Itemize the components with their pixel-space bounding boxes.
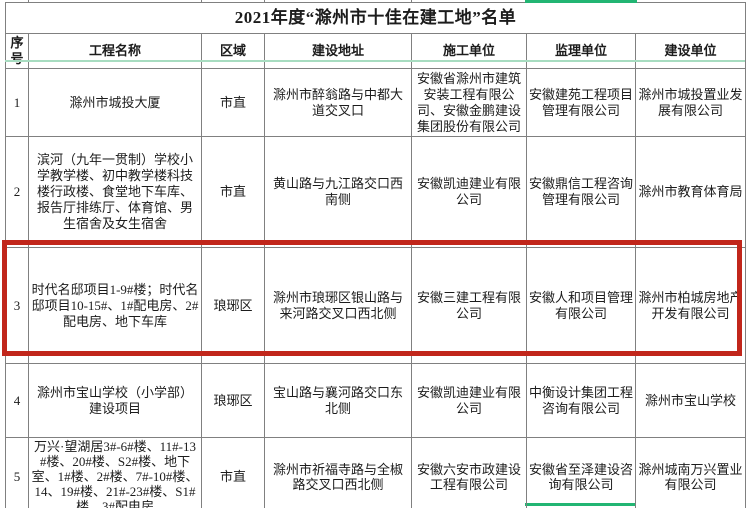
column-header-builder: 施工单位	[411, 33, 527, 69]
construction-address: 滁州市祈福寺路与全椒路交叉口西北侧	[264, 437, 412, 508]
table-title-row: 2021年度“滁州市十佳在建工地”名单	[4, 2, 747, 34]
district: 琅琊区	[201, 247, 265, 364]
construction-address: 宝山路与襄河路交口东北侧	[264, 363, 412, 438]
development-unit: 滁州市教育体育局	[634, 136, 747, 248]
table-row: 4 滁州市宝山学校（小学部）建设项目 琅琊区 宝山路与襄河路交口东北侧 安徽凯迪…	[5, 363, 747, 438]
row-number: 2	[5, 136, 29, 248]
grid-tick	[28, 0, 29, 2]
construction-unit: 安徽六安市政建设工程有限公司	[411, 437, 527, 508]
district: 市直	[201, 136, 265, 248]
selection-edge-top	[525, 0, 637, 3]
table-row: 2 滨河（九年一贯制）学校小学教学楼、初中教学楼科技楼行政楼、食堂地下车库、报告…	[5, 136, 747, 248]
construction-unit: 安徽三建工程有限公司	[411, 247, 527, 364]
grid-tick	[411, 503, 412, 508]
row-number: 5	[5, 437, 29, 508]
supervision-unit: 安徽鼎信工程咨询管理有限公司	[526, 136, 636, 248]
grid-tick	[745, 503, 746, 508]
grid-tick	[411, 0, 412, 2]
column-header-address: 建设地址	[264, 33, 412, 69]
row-number: 4	[5, 363, 29, 438]
column-header-name: 工程名称	[28, 33, 202, 69]
construction-address: 滁州市醉翁路与中都大道交叉口	[264, 68, 412, 137]
grid-tick	[264, 0, 265, 2]
construction-unit: 安徽凯迪建业有限公司	[411, 363, 527, 438]
project-name: 时代名邸项目1-9#楼；时代名邸项目10-15#、1#配电房、2#配电房、地下车…	[28, 247, 202, 364]
project-name: 滨河（九年一贯制）学校小学教学楼、初中教学楼科技楼行政楼、食堂地下车库、报告厅排…	[28, 136, 202, 248]
development-unit: 滁州市柏城房地产开发有限公司	[634, 247, 747, 364]
construction-unit: 安徽省滁州市建筑安装工程有限公司、安徽金鹏建设集团股份有限公司	[411, 68, 527, 137]
column-header-owner: 建设单位	[634, 33, 747, 69]
grid-tick	[201, 0, 202, 2]
district: 市直	[201, 68, 265, 137]
table-row-highlighted: 3 时代名邸项目1-9#楼；时代名邸项目10-15#、1#配电房、2#配电房、地…	[5, 247, 747, 364]
selection-edge-bottom	[525, 503, 635, 506]
district: 琅琊区	[201, 363, 265, 438]
grid-tick	[264, 503, 265, 508]
project-name: 滁州市城投大厦	[28, 68, 202, 137]
award-table: 2021年度“滁州市十佳在建工地”名单 序号 工程名称 区域 建设地址 施工单位…	[4, 2, 747, 508]
development-unit: 滁州城南万兴置业有限公司	[634, 437, 747, 508]
table-row: 5 万兴·望湖居3#-6#楼、11#-13#楼、20#楼、S2#楼、地下室、1#…	[5, 437, 747, 508]
development-unit: 滁州市宝山学校	[634, 363, 747, 438]
grid-tick	[5, 503, 6, 508]
supervision-unit: 安徽建苑工程项目管理有限公司	[526, 68, 636, 137]
column-header-no: 序号	[5, 33, 29, 69]
table-header-row: 序号 工程名称 区域 建设地址 施工单位 监理单位 建设单位	[5, 33, 747, 69]
row-number: 1	[5, 68, 29, 137]
project-name: 滁州市宝山学校（小学部）建设项目	[28, 363, 202, 438]
construction-address: 滁州市琅琊区银山路与来河路交叉口西北侧	[264, 247, 412, 364]
grid-tick	[201, 503, 202, 508]
supervision-unit: 中衡设计集团工程咨询有限公司	[526, 363, 636, 438]
project-name: 万兴·望湖居3#-6#楼、11#-13#楼、20#楼、S2#楼、地下室、1#楼、…	[28, 437, 202, 508]
grid-tick	[28, 503, 29, 508]
page-title: 2021年度“滁州市十佳在建工地”名单	[4, 2, 747, 34]
supervision-unit: 安徽省至泽建设咨询有限公司	[526, 437, 636, 508]
table-row: 1 滁州市城投大厦 市直 滁州市醉翁路与中都大道交叉口 安徽省滁州市建筑安装工程…	[5, 68, 747, 137]
construction-address: 黄山路与九江路交口西南侧	[264, 136, 412, 248]
supervision-unit: 安徽人和项目管理有限公司	[526, 247, 636, 364]
column-header-supervisor: 监理单位	[526, 33, 636, 69]
grid-tick	[635, 503, 636, 508]
grid-tick	[526, 503, 527, 508]
development-unit: 滁州市城投置业发展有限公司	[634, 68, 747, 137]
district: 市直	[201, 437, 265, 508]
column-header-area: 区域	[201, 33, 265, 69]
construction-unit: 安徽凯迪建业有限公司	[411, 136, 527, 248]
row-number: 3	[5, 247, 29, 364]
